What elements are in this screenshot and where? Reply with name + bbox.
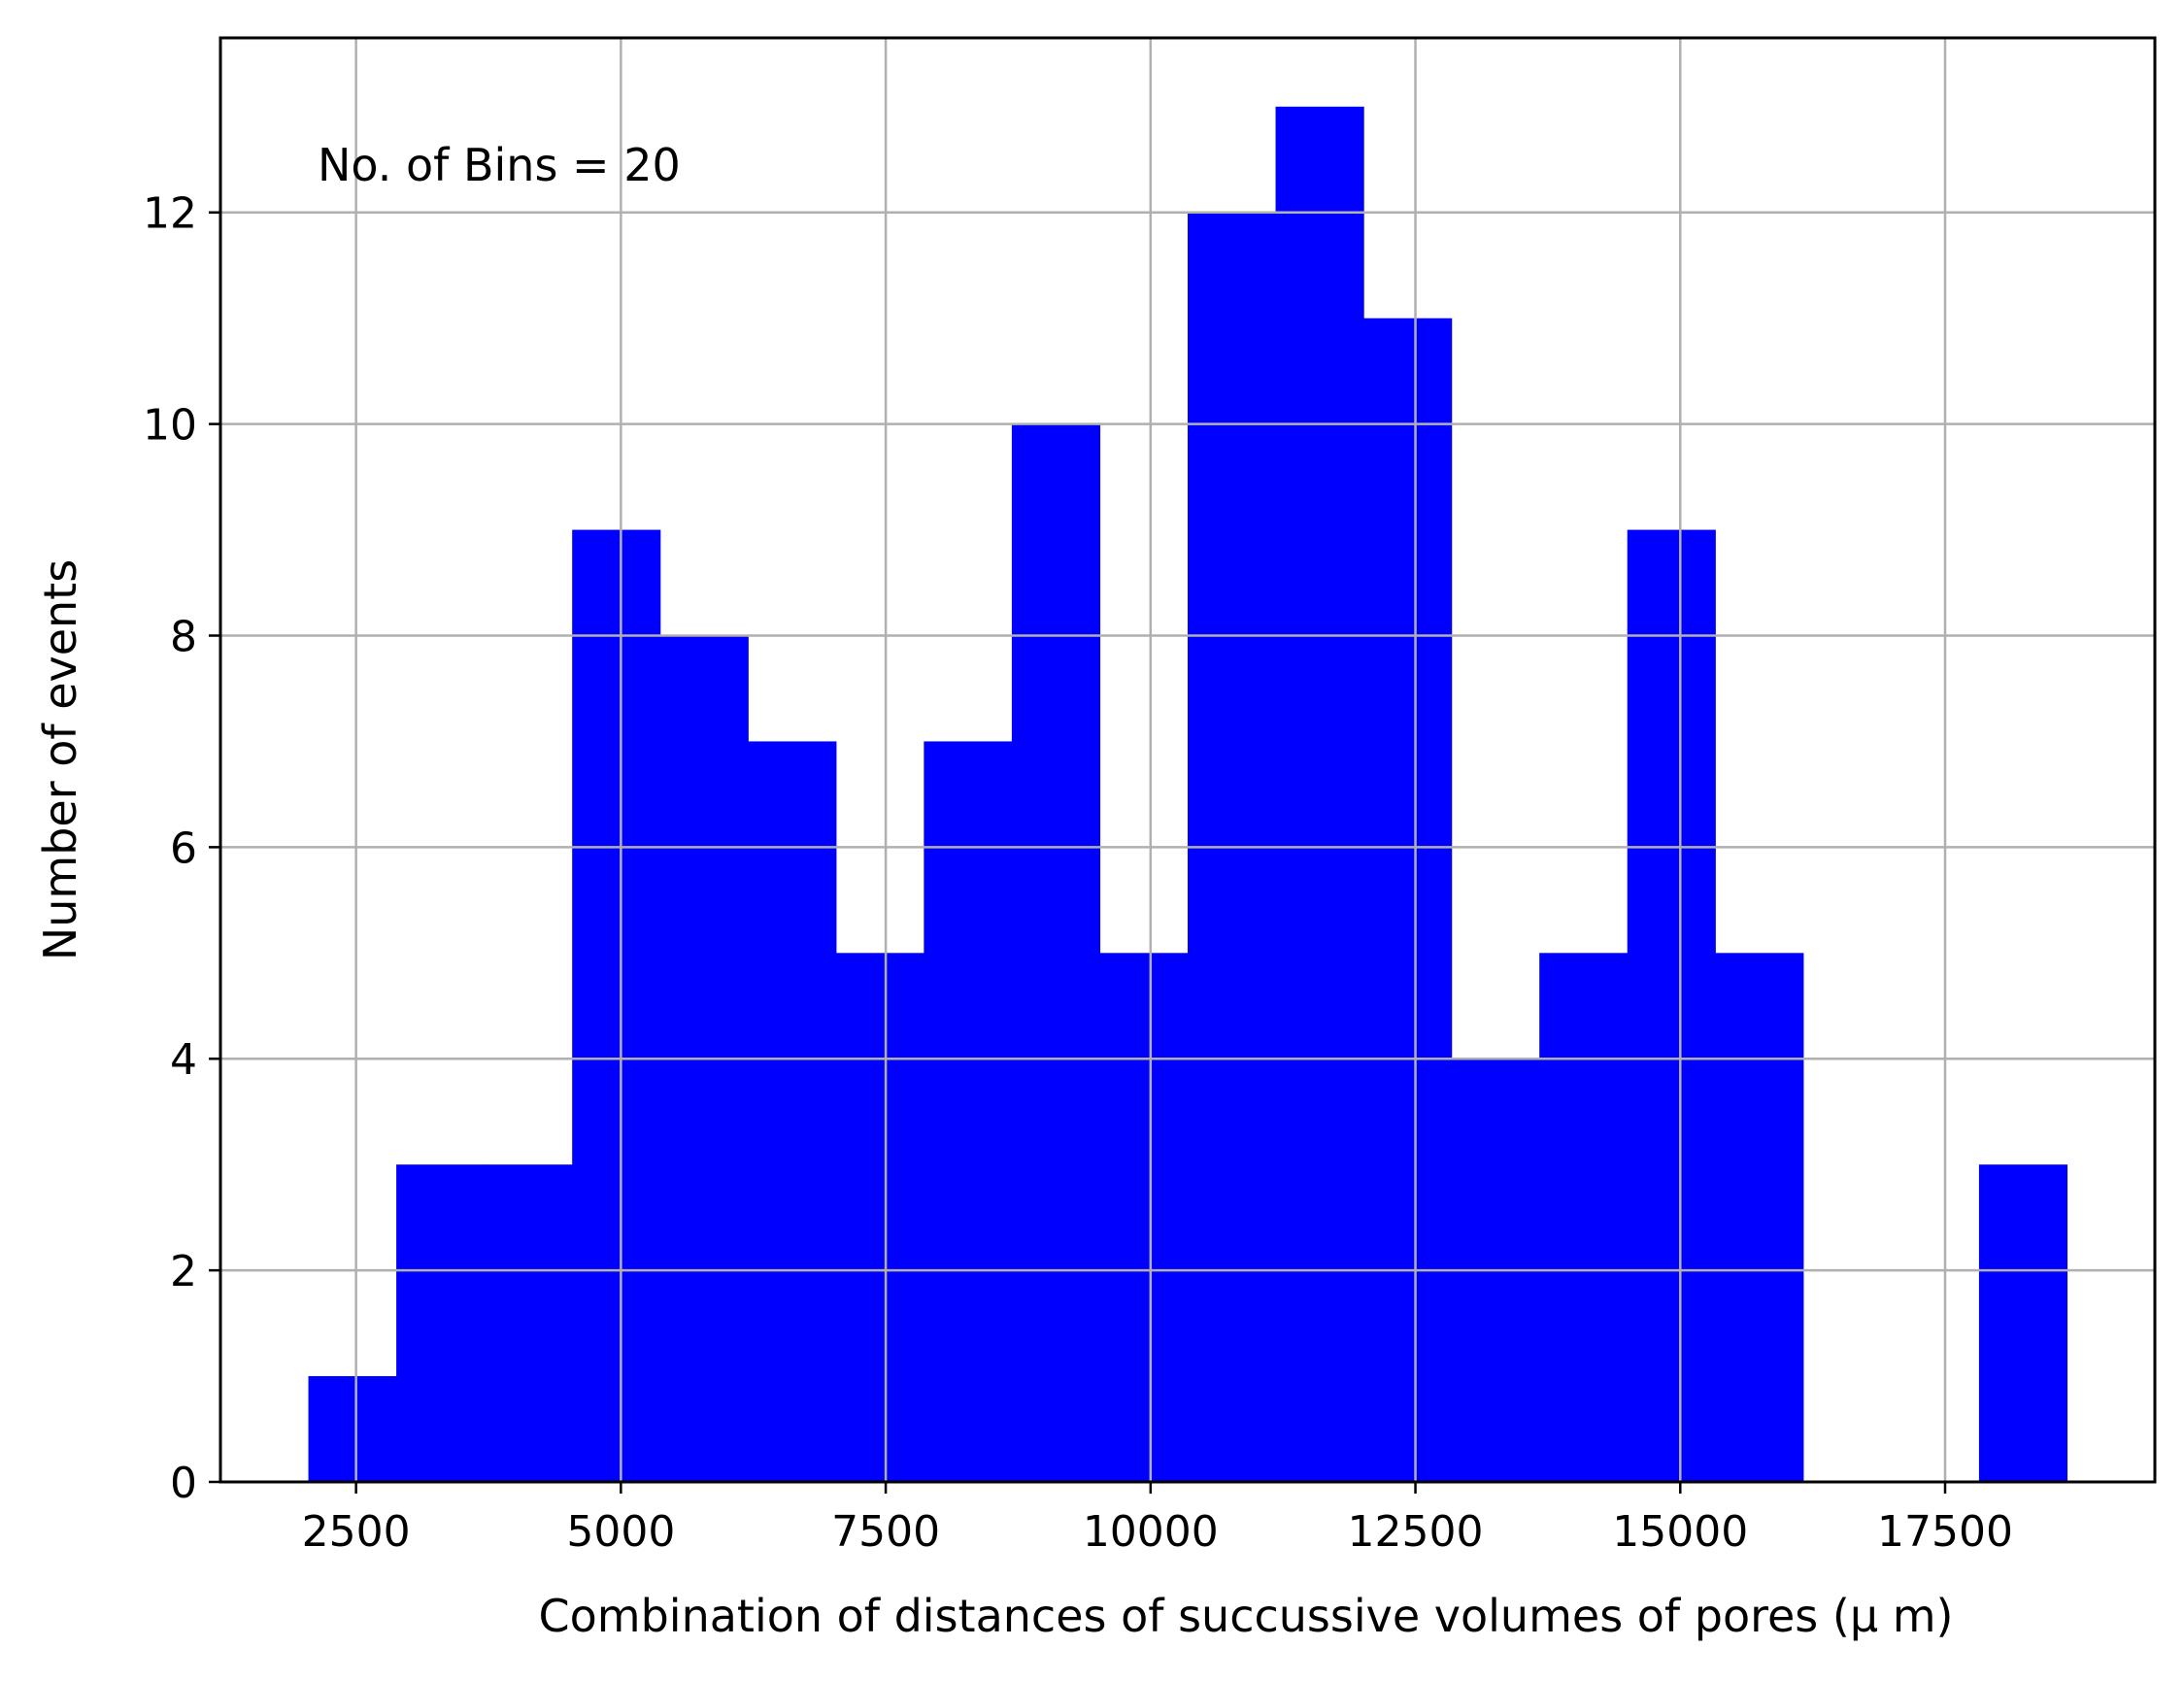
- histogram-bar: [924, 741, 1013, 1482]
- y-tick-label: 0: [170, 1459, 197, 1508]
- y-axis-label: Number of events: [34, 559, 86, 960]
- histogram-bar: [1099, 953, 1189, 1482]
- histogram-bar: [1275, 106, 1364, 1482]
- x-tick-label: 10000: [1083, 1507, 1219, 1557]
- axis-ticks: 2500 5000 7500 10000 12500 15000 17500 0 2 4 6 8 10 1…: [143, 189, 2013, 1557]
- histogram-bar: [748, 741, 837, 1482]
- x-tick-label: 5000: [566, 1507, 675, 1557]
- x-tick-label: 17500: [1877, 1507, 2013, 1557]
- y-tick-label: 4: [170, 1035, 197, 1085]
- bins-annotation: No. of Bins = 20: [318, 139, 681, 191]
- plot-frame: [218, 36, 2157, 1484]
- y-tick-label: 6: [170, 824, 197, 873]
- histogram-bar: [1363, 318, 1453, 1483]
- histogram-bar: [835, 953, 924, 1482]
- histogram-bar: [572, 529, 661, 1482]
- x-tick-label: 7500: [831, 1507, 940, 1557]
- histogram-bar: [1539, 953, 1629, 1482]
- histogram-bar: [1627, 529, 1716, 1482]
- y-tick-label: 12: [143, 189, 197, 239]
- histogram-bar: [484, 1164, 573, 1482]
- histogram-bars: [308, 106, 2068, 1483]
- histogram-bar: [308, 1376, 397, 1482]
- y-tick-label: 8: [170, 612, 197, 661]
- x-tick-label: 12500: [1348, 1507, 1484, 1557]
- x-axis-label: Combination of distances of succussive v…: [539, 1590, 1954, 1642]
- y-tick-label: 2: [170, 1247, 197, 1296]
- histogram-bar: [1011, 423, 1101, 1483]
- x-tick-label: 2500: [302, 1507, 411, 1557]
- y-tick-label: 10: [143, 401, 197, 451]
- x-tick-label: 15000: [1612, 1507, 1748, 1557]
- histogram-bar: [396, 1164, 486, 1482]
- histogram-bar: [1715, 953, 1804, 1482]
- histogram-bar: [1978, 1164, 2068, 1482]
